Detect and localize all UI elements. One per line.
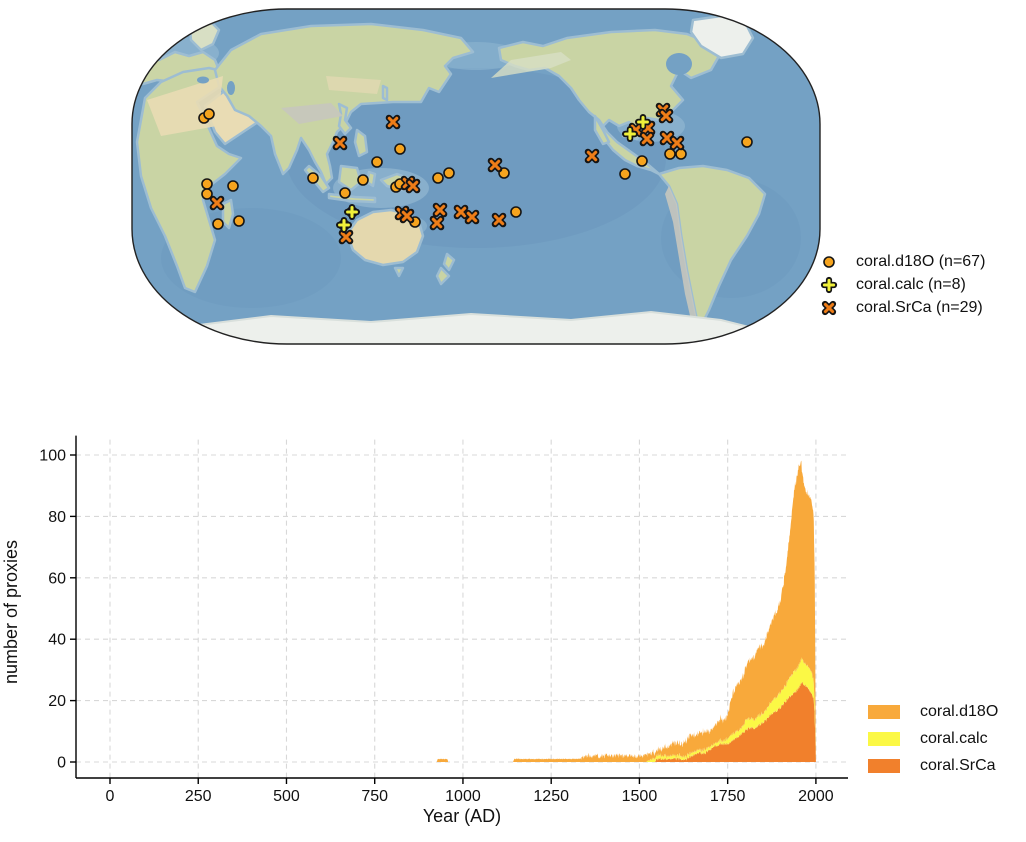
site-marker-d18O bbox=[675, 148, 687, 160]
chart-axes: 0 250 500 750 1000 1250 1500 1750 2000 0 20 40 60 80 1… bbox=[39, 435, 848, 805]
site-marker-d18O bbox=[443, 167, 455, 179]
site-marker-d18O bbox=[203, 108, 215, 120]
y-tick-label: 0 bbox=[57, 755, 66, 772]
site-marker-d18O bbox=[307, 172, 319, 184]
site-marker-d18O bbox=[227, 180, 239, 192]
x-tick-label: 250 bbox=[185, 788, 212, 805]
chart-legend-item-SrCa: coral.SrCa bbox=[868, 756, 998, 774]
chart-legend: coral.d18O coral.calc coral.SrCa bbox=[868, 702, 999, 785]
x-tick-label: 1250 bbox=[533, 788, 569, 805]
site-marker-SrCa bbox=[209, 195, 225, 211]
site-marker-SrCa bbox=[491, 212, 507, 228]
chart-legend-label: coral.SrCa bbox=[920, 756, 996, 774]
site-marker-SrCa bbox=[432, 202, 448, 218]
coral-SrCa-x-icon bbox=[821, 300, 837, 315]
site-marker-SrCa bbox=[464, 209, 480, 225]
area-coral.SrCa bbox=[427, 681, 816, 762]
site-marker-SrCa bbox=[338, 229, 354, 245]
x-tick-label: 500 bbox=[273, 788, 300, 805]
site-marker-SrCa bbox=[584, 148, 600, 164]
y-tick-label: 60 bbox=[48, 570, 66, 587]
map-markers bbox=[198, 102, 753, 245]
world-map bbox=[131, 8, 821, 345]
site-marker-d18O bbox=[394, 143, 406, 155]
x-tick-label: 2000 bbox=[798, 788, 834, 805]
site-marker-d18O bbox=[212, 218, 224, 230]
y-axis-title: number of proxies bbox=[1, 540, 21, 684]
x-tick-label: 0 bbox=[106, 788, 115, 805]
terrain-overlays bbox=[147, 52, 762, 344]
coral-calc-plus-icon bbox=[820, 276, 838, 293]
site-marker-SrCa bbox=[399, 208, 415, 224]
chart-legend-label: coral.d18O bbox=[920, 702, 999, 720]
y-tick-label: 20 bbox=[48, 693, 66, 710]
site-marker-d18O bbox=[636, 155, 648, 167]
site-marker-SrCa bbox=[658, 108, 674, 124]
site-marker-SrCa bbox=[453, 204, 469, 220]
site-marker-calc bbox=[622, 125, 638, 143]
chart-legend-label: coral.calc bbox=[920, 729, 988, 747]
coral-calc-swatch bbox=[868, 731, 900, 746]
map-legend-item-d18O: coral.d18O (n=67) bbox=[820, 250, 985, 273]
site-marker-d18O bbox=[339, 187, 351, 199]
site-marker-SrCa bbox=[487, 157, 503, 173]
site-marker-SrCa bbox=[639, 131, 655, 147]
site-marker-SrCa bbox=[429, 215, 445, 231]
site-marker-d18O bbox=[619, 168, 631, 180]
coral-d18O-circle-icon bbox=[823, 255, 835, 268]
coral-d18O-swatch bbox=[868, 704, 900, 719]
proxy-timeseries-chart: 0 250 500 750 1000 1250 1500 1750 2000 0 20 40 60 80 1… bbox=[1, 435, 848, 826]
site-marker-SrCa bbox=[669, 135, 685, 151]
site-marker-calc bbox=[343, 203, 361, 221]
site-marker-calc bbox=[635, 113, 651, 131]
y-tick-label: 100 bbox=[39, 448, 66, 465]
map-legend-label: coral.SrCa (n=29) bbox=[856, 298, 983, 316]
site-marker-d18O bbox=[664, 148, 676, 160]
site-marker-d18O bbox=[233, 215, 245, 227]
y-tick-label: 80 bbox=[48, 509, 66, 526]
chart-legend-item-calc: coral.calc bbox=[868, 729, 998, 747]
map-legend-label: coral.calc (n=8) bbox=[856, 275, 966, 293]
site-marker-SrCa bbox=[405, 178, 421, 194]
map-legend-item-SrCa: coral.SrCa (n=29) bbox=[820, 296, 985, 319]
y-tick-label: 40 bbox=[48, 632, 66, 649]
site-marker-calc bbox=[335, 216, 353, 234]
site-marker-d18O bbox=[201, 178, 213, 190]
x-tick-label: 1500 bbox=[622, 788, 658, 805]
site-marker-d18O bbox=[201, 188, 213, 200]
x-axis-title: Year (AD) bbox=[423, 806, 501, 826]
map-legend-item-calc: coral.calc (n=8) bbox=[820, 273, 985, 296]
stacked-areas bbox=[427, 460, 816, 762]
chart-legend-item-d18O: coral.d18O bbox=[868, 702, 999, 720]
map-border bbox=[131, 8, 821, 345]
x-tick-label: 1000 bbox=[445, 788, 481, 805]
map-legend-label: coral.d18O (n=67) bbox=[856, 252, 986, 270]
map-layers bbox=[132, 9, 820, 344]
x-tick-label: 750 bbox=[361, 788, 388, 805]
site-marker-SrCa bbox=[659, 130, 675, 146]
site-marker-d18O bbox=[741, 136, 753, 148]
coral-SrCa-swatch bbox=[868, 758, 900, 773]
site-marker-SrCa bbox=[385, 114, 401, 130]
site-marker-d18O bbox=[510, 206, 522, 218]
site-marker-d18O bbox=[371, 156, 383, 168]
x-tick-label: 1750 bbox=[710, 788, 746, 805]
site-marker-d18O bbox=[432, 172, 444, 184]
map-legend: coral.d18O (n=67) coral.calc (n=8) coral… bbox=[820, 250, 985, 319]
site-marker-d18O bbox=[357, 174, 369, 186]
site-marker-SrCa bbox=[332, 135, 348, 151]
